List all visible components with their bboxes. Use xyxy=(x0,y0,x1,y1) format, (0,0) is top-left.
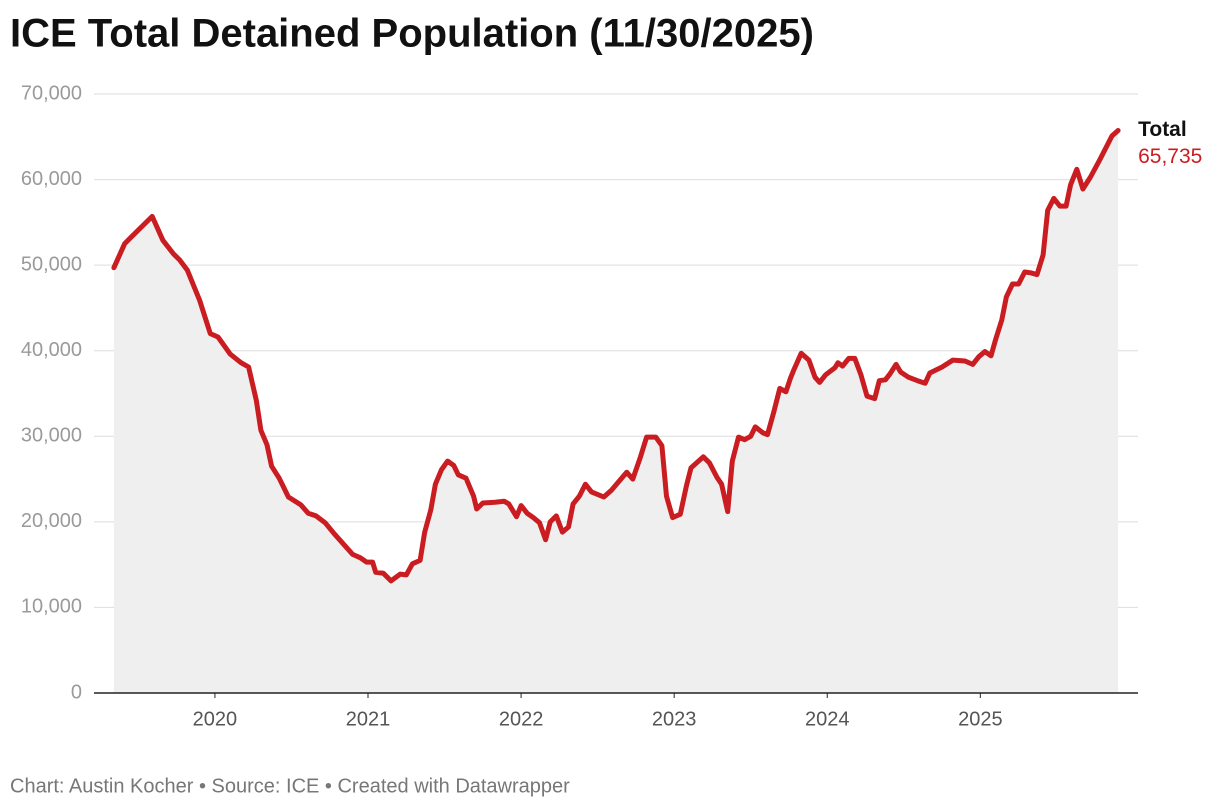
series-label: Total xyxy=(1138,118,1187,141)
y-tick-label: 70,000 xyxy=(21,82,82,104)
line xyxy=(111,128,1121,584)
chart-note: Chart: Austin Kocher • Source: ICE • Cre… xyxy=(10,775,570,797)
x-tick-label: 2025 xyxy=(958,708,1003,730)
y-tick-label: 10,000 xyxy=(21,596,82,618)
chart-title: ICE Total Detained Population (11/30/202… xyxy=(10,12,814,56)
y-tick-label: 30,000 xyxy=(21,425,82,447)
y-tick-label: 60,000 xyxy=(21,168,82,190)
value-label: 65,735 xyxy=(1138,145,1202,168)
x-tick-label: 2023 xyxy=(652,708,697,730)
y-tick-label: 0 xyxy=(71,681,82,703)
x-tick-label: 2020 xyxy=(193,708,238,730)
y-tick-label: 50,000 xyxy=(21,253,82,275)
x-tick-label: 2021 xyxy=(346,708,391,730)
y-tick-label: 20,000 xyxy=(21,510,82,532)
area xyxy=(113,130,1119,693)
x-tick-label: 2024 xyxy=(805,708,850,730)
y-tick-label: 40,000 xyxy=(21,339,82,361)
x-tick-label: 2022 xyxy=(499,708,544,730)
